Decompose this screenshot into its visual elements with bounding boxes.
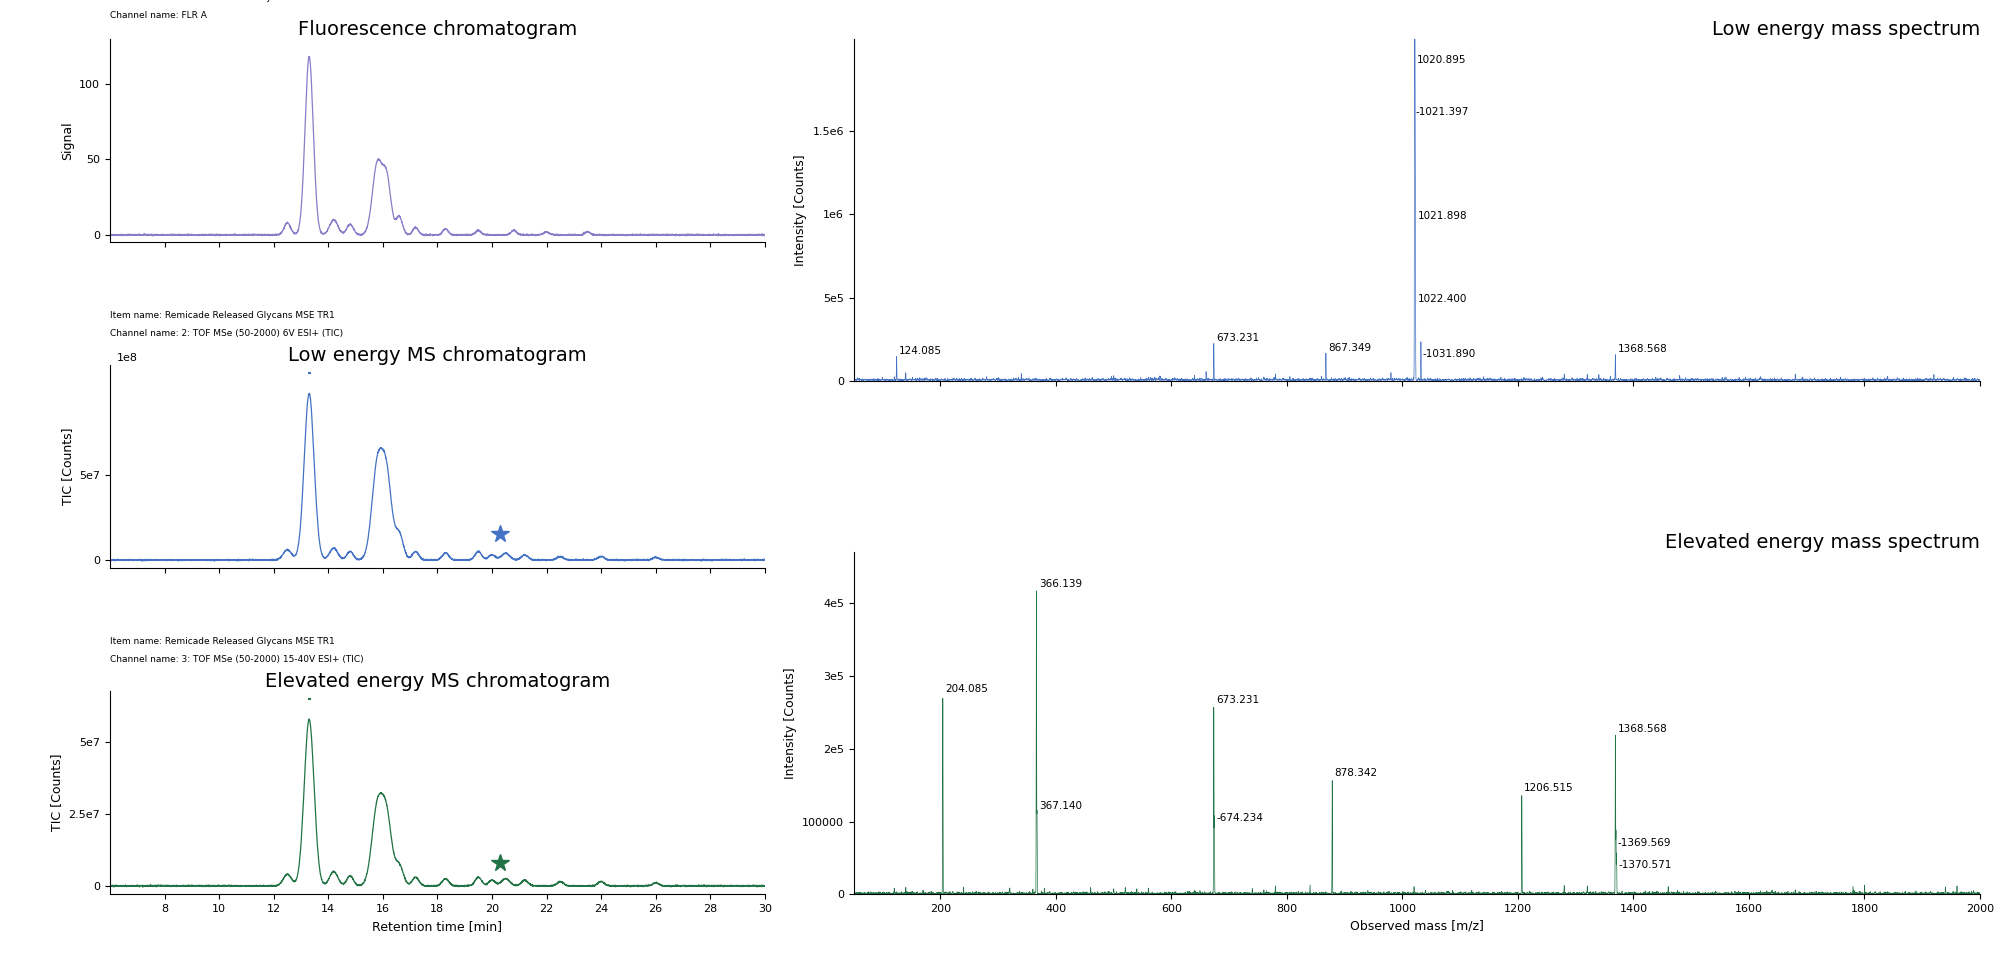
Title: Elevated energy MS chromatogram: Elevated energy MS chromatogram [264, 671, 610, 690]
Text: 867.349: 867.349 [1328, 342, 1372, 353]
X-axis label: Retention time [min]: Retention time [min] [372, 920, 502, 933]
Text: -1370.571: -1370.571 [1618, 861, 1672, 870]
Text: Low energy mass spectrum: Low energy mass spectrum [1712, 19, 1980, 39]
Text: 878.342: 878.342 [1334, 768, 1378, 777]
Text: 1021.898: 1021.898 [1418, 211, 1468, 220]
Text: 673.231: 673.231 [1216, 333, 1260, 342]
Title: Fluorescence chromatogram: Fluorescence chromatogram [298, 19, 578, 39]
Y-axis label: Intensity [Counts]: Intensity [Counts] [784, 667, 796, 779]
Text: Channel name: 2: TOF MSe (50-2000) 6V ESI+ (TIC): Channel name: 2: TOF MSe (50-2000) 6V ES… [110, 329, 344, 338]
Text: 1368.568: 1368.568 [1618, 724, 1668, 734]
X-axis label: Observed mass [m/z]: Observed mass [m/z] [1350, 920, 1484, 933]
Title: Low energy MS chromatogram: Low energy MS chromatogram [288, 345, 586, 365]
Text: 1022.400: 1022.400 [1418, 294, 1468, 305]
Y-axis label: Intensity [Counts]: Intensity [Counts] [794, 154, 808, 266]
Text: -1021.397: -1021.397 [1416, 107, 1470, 117]
Text: 1020.895: 1020.895 [1416, 55, 1466, 66]
Text: 366.139: 366.139 [1038, 578, 1082, 589]
Text: -674.234: -674.234 [1216, 813, 1264, 823]
Text: 204.085: 204.085 [946, 685, 988, 694]
Y-axis label: Signal: Signal [60, 121, 74, 160]
Text: Channel name: FLR A: Channel name: FLR A [110, 12, 206, 20]
Text: -1031.890: -1031.890 [1422, 349, 1476, 360]
Text: Item name: Remicade Released Glycans MSE TR1: Item name: Remicade Released Glycans MSE… [110, 0, 334, 2]
Text: Item name: Remicade Released Glycans MSE TR1: Item name: Remicade Released Glycans MSE… [110, 310, 334, 320]
Text: Elevated energy mass spectrum: Elevated energy mass spectrum [1666, 533, 1980, 552]
Text: 1206.515: 1206.515 [1524, 782, 1574, 793]
Text: Channel name: 3: TOF MSe (50-2000) 15-40V ESI+ (TIC): Channel name: 3: TOF MSe (50-2000) 15-40… [110, 656, 364, 664]
Text: 124.085: 124.085 [898, 346, 942, 356]
Text: Item name: Remicade Released Glycans MSE TR1: Item name: Remicade Released Glycans MSE… [110, 637, 334, 646]
Y-axis label: TIC [Counts]: TIC [Counts] [60, 427, 74, 506]
Text: 1e8: 1e8 [116, 353, 138, 363]
Y-axis label: TIC [Counts]: TIC [Counts] [50, 754, 62, 832]
Text: 1368.568: 1368.568 [1618, 344, 1668, 354]
Text: 367.140: 367.140 [1040, 801, 1082, 810]
Text: -1369.569: -1369.569 [1618, 838, 1672, 848]
Text: 673.231: 673.231 [1216, 695, 1260, 705]
